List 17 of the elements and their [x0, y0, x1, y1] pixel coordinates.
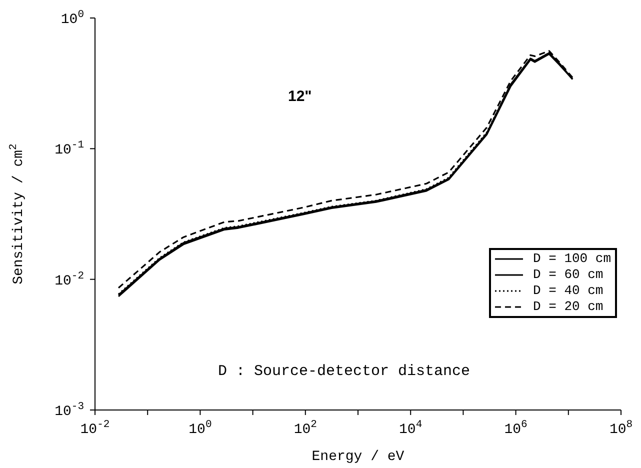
x-tick-label: 10$^{-2}$ [80, 419, 110, 438]
y-tick-label: 10$^{-1}$ [54, 140, 84, 159]
legend-label: D = 20 cm [532, 299, 604, 315]
x-tick-label: 10$^{0}$ [188, 419, 212, 438]
legend-label: D = 60 cm [532, 267, 604, 283]
legend-label: D = 100 cm [532, 251, 611, 267]
y-tick-label: 10$^{-2}$ [54, 270, 84, 290]
x-tick-label: 10$^{6}$ [504, 419, 528, 438]
legend-label: D = 40 cm [532, 283, 604, 299]
annotation: 12" [288, 88, 312, 105]
x-tick-label: 10$^{8}$ [609, 419, 633, 438]
y-tick-label: 10$^{-3}$ [54, 401, 84, 420]
annotation: D : Source-detector distance [218, 363, 470, 380]
x-axis-title: Energy / eV [312, 449, 405, 465]
y-tick-label: 10$^{0}$ [60, 9, 84, 28]
x-tick-label: 10$^{2}$ [294, 419, 317, 438]
x-tick-label: 10$^{4}$ [399, 419, 422, 438]
